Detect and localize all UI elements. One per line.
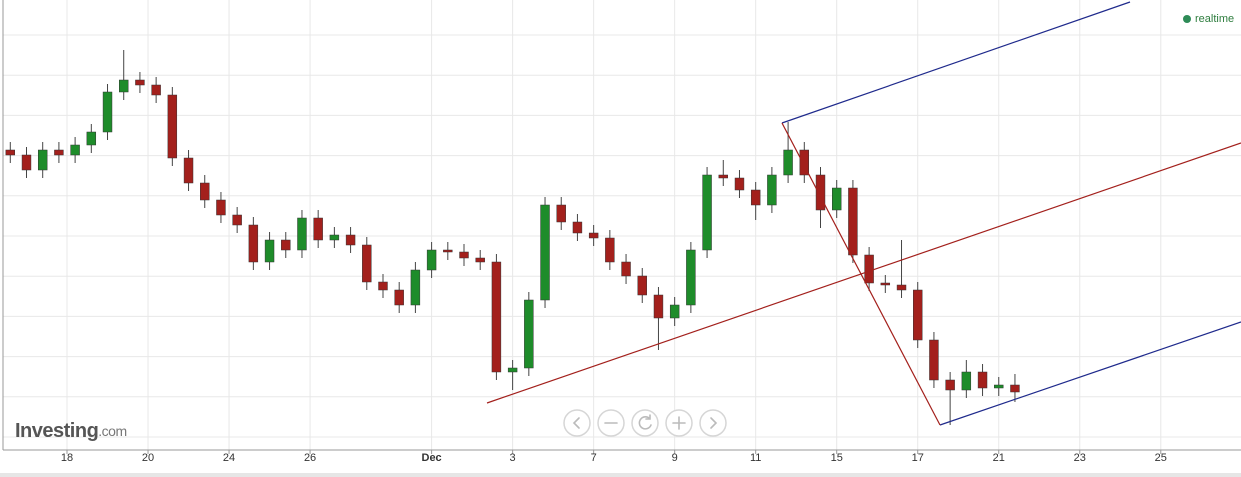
candle-body — [977, 371, 988, 389]
candle-body — [216, 199, 226, 216]
x-tick-label: 20 — [142, 452, 154, 464]
candle-body — [200, 182, 210, 201]
candle-body — [880, 282, 891, 286]
candle-body — [961, 371, 972, 391]
candle-body — [540, 204, 550, 301]
status: realtime — [1195, 13, 1234, 25]
candle-body — [135, 79, 145, 86]
candle-body — [831, 187, 842, 211]
candle-body — [1010, 384, 1020, 393]
candle-body — [475, 257, 485, 263]
candle-body — [183, 157, 194, 184]
candle-body — [994, 384, 1004, 389]
pitchfork — [486, 1, 1241, 426]
candle-body — [248, 224, 259, 263]
candle-body — [799, 149, 810, 176]
candle-body — [264, 239, 275, 263]
candle-body — [459, 251, 469, 259]
candle-body — [54, 149, 64, 156]
candle-body — [37, 149, 48, 171]
candle-body — [572, 221, 583, 234]
x-tick-label: 17 — [912, 452, 924, 464]
candle-body — [329, 234, 340, 241]
candle-body — [588, 232, 599, 239]
x-tick-label: 3 — [510, 452, 516, 464]
zoom-in-button[interactable] — [665, 409, 693, 437]
x-tick-label: 9 — [672, 452, 678, 464]
x-tick-label: Dec — [422, 452, 442, 464]
bottom-strip — [0, 473, 1241, 477]
x-tick-label: 24 — [223, 452, 235, 464]
grid — [3, 0, 1241, 450]
scroll-left-button[interactable] — [563, 409, 591, 437]
candle-body — [653, 294, 664, 319]
candle-body — [734, 177, 745, 191]
candle-body — [896, 284, 907, 291]
logo: Investing.com — [15, 420, 127, 442]
zoom-out-button[interactable] — [597, 409, 625, 437]
candle-body — [848, 187, 858, 256]
x-tick-label: 18 — [61, 452, 73, 464]
handle-line — [781, 122, 941, 426]
candle-body — [70, 144, 80, 156]
candle-body — [621, 261, 631, 277]
candle-body — [281, 239, 291, 251]
candle-body — [394, 289, 404, 306]
candle-body — [297, 217, 307, 251]
candle-body — [102, 91, 113, 133]
reset-button[interactable] — [631, 409, 659, 437]
candle-body — [864, 254, 874, 284]
x-tick-label: 25 — [1155, 452, 1167, 464]
candle-body — [5, 149, 15, 156]
candle-body — [410, 269, 421, 306]
x-tick-label: 7 — [591, 452, 597, 464]
candle-body — [718, 174, 728, 179]
candle-body — [313, 217, 323, 241]
candle-body — [167, 94, 178, 159]
candle-body — [686, 249, 696, 306]
status-dot — [1183, 15, 1191, 23]
candle-body — [151, 84, 161, 96]
candle-body — [815, 174, 826, 211]
candle-body — [637, 275, 647, 296]
candle-body — [913, 289, 923, 341]
candle-body — [929, 339, 939, 381]
candle-body — [426, 249, 437, 271]
x-tick-label: 23 — [1074, 452, 1086, 464]
candle-body — [605, 237, 615, 263]
x-tick-label: 11 — [750, 452, 761, 464]
candle-body — [783, 149, 793, 176]
x-tick-label: 26 — [304, 452, 316, 464]
candle-body — [362, 244, 372, 283]
candle-body — [86, 131, 97, 146]
median-line — [486, 142, 1241, 404]
candle-body — [702, 174, 712, 251]
candle-body — [945, 379, 955, 391]
candle-body — [232, 214, 242, 226]
candle-body — [443, 249, 453, 253]
candle-body — [556, 204, 566, 223]
scroll-right-button[interactable] — [699, 409, 727, 437]
logo-name: Investing — [15, 420, 98, 442]
candle-body — [21, 154, 32, 171]
candle-body — [378, 281, 388, 291]
candles — [5, 50, 1020, 425]
upper-line — [781, 1, 1131, 124]
candle-body — [491, 261, 502, 373]
candle-body — [669, 304, 680, 319]
x-tick-label: 15 — [831, 452, 843, 464]
candle-body — [750, 189, 761, 206]
candle-body — [524, 299, 534, 369]
logo-suffix: .com — [98, 423, 126, 439]
candle-body — [507, 367, 518, 373]
candle-body — [345, 234, 356, 246]
lower-line — [939, 321, 1241, 426]
x-tick-label: 21 — [993, 452, 1005, 464]
candle-body — [119, 79, 129, 93]
candle-body — [767, 174, 777, 206]
